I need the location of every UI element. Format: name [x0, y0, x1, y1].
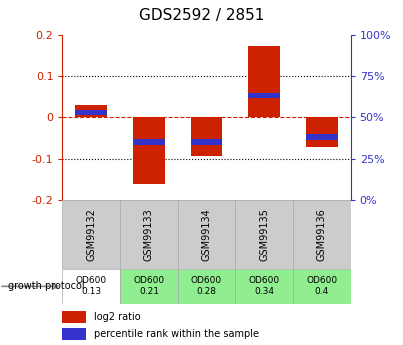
Bar	[178, 200, 235, 269]
Bar	[120, 200, 178, 269]
Text: log2 ratio: log2 ratio	[94, 312, 141, 322]
Text: growth protocol: growth protocol	[8, 282, 85, 291]
Text: GDS2592 / 2851: GDS2592 / 2851	[139, 8, 264, 23]
Bar	[62, 328, 85, 340]
Text: OD600
0.4: OD600 0.4	[306, 276, 337, 296]
Bar	[293, 200, 351, 269]
Bar	[62, 310, 85, 323]
Text: GSM99135: GSM99135	[259, 208, 269, 261]
Bar	[62, 269, 120, 304]
Text: GSM99134: GSM99134	[202, 208, 212, 261]
Text: OD600
0.34: OD600 0.34	[249, 276, 280, 296]
Bar	[62, 200, 120, 269]
Bar	[235, 200, 293, 269]
Text: percentile rank within the sample: percentile rank within the sample	[94, 329, 259, 339]
Bar	[191, 139, 222, 145]
Bar	[235, 269, 293, 304]
Text: GSM99133: GSM99133	[144, 208, 154, 261]
Text: OD600
0.28: OD600 0.28	[191, 276, 222, 296]
Bar	[293, 269, 351, 304]
Bar	[191, 117, 222, 156]
Bar	[75, 110, 107, 115]
Text: GSM99136: GSM99136	[317, 208, 327, 261]
Bar	[75, 105, 107, 117]
Bar	[306, 135, 338, 140]
Text: OD600
0.13: OD600 0.13	[76, 276, 107, 296]
Bar	[133, 117, 165, 184]
Bar	[133, 139, 165, 145]
Bar	[248, 93, 280, 98]
Bar	[178, 269, 235, 304]
Bar	[120, 269, 178, 304]
Text: GSM99132: GSM99132	[86, 208, 96, 261]
Bar	[306, 117, 338, 147]
Text: OD600
0.21: OD600 0.21	[133, 276, 164, 296]
Bar	[248, 46, 280, 117]
